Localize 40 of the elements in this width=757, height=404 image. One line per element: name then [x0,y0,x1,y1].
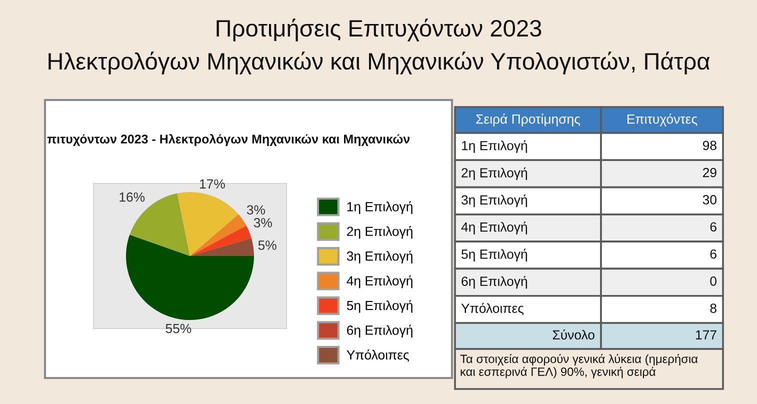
text: πιτυχόντων 2023 - Ηλεκτρολόγων Μηχανικών και Μηχανικών [47,134,410,146]
legend-label: 4η Επιλογή [346,275,412,288]
pie-slice [190,238,254,256]
data-label: 3% [254,218,272,228]
text: Τα στοιχεία αφορούν γενικά λύκεια (ημερήσια και εσπερινά ΓΕΛ) 90%, γενική σειρά [460,354,698,378]
chart-title: Προτιμήσεις Επιτυχόντων 2023 [216,18,542,42]
chart-subtitle: Ηλεκτρολόγων Μηχανικών και Μηχανικών Υπολογιστών, Πάτρα [48,52,710,74]
legend-label: 2η Επιλογή [347,226,412,239]
category-label: Υπόλοιπες [461,302,524,316]
legend-label: 5η Επιλογή [346,300,412,313]
pie-slice [190,226,252,256]
legend-label: 6η Επιλογή [347,324,412,338]
data-label: 98 [702,140,716,150]
data-label: 0 [710,276,716,286]
pie-slice [177,192,239,256]
text: Επιτυχόντες [627,114,698,126]
category-label: 6η Επιλογή [462,276,527,289]
text: 177 [696,330,716,340]
legend-label: 3η Επιλογή [346,250,412,264]
text: Σύνολο [552,329,594,340]
data-label: 17% [200,179,225,189]
data-label: 30 [702,195,716,204]
data-label: 3% [246,205,265,215]
data-label: 29 [702,168,716,178]
category-label: 3η Επιλογή [462,194,527,208]
category-label: 4η Επιλογή [461,222,527,234]
pie-slice [190,214,246,256]
data-label: 6 [710,222,716,232]
data-label: 8 [710,304,716,313]
data-label: 6 [710,249,716,259]
legend-label: Υπόλοιπες [346,350,409,362]
data-label: 16% [120,192,145,202]
category-label: 5η Επιλογή [462,248,527,262]
category-label: 1η Επιλογή [462,140,527,153]
text: Σειρά Προτίμησης [476,114,580,126]
pie-slice [126,234,254,320]
data-label: 5% [258,240,276,250]
data-label: 55% [166,324,192,334]
legend-label: 1η Επιλογή [347,201,412,214]
category-label: 2η Επιλογή [462,167,527,180]
